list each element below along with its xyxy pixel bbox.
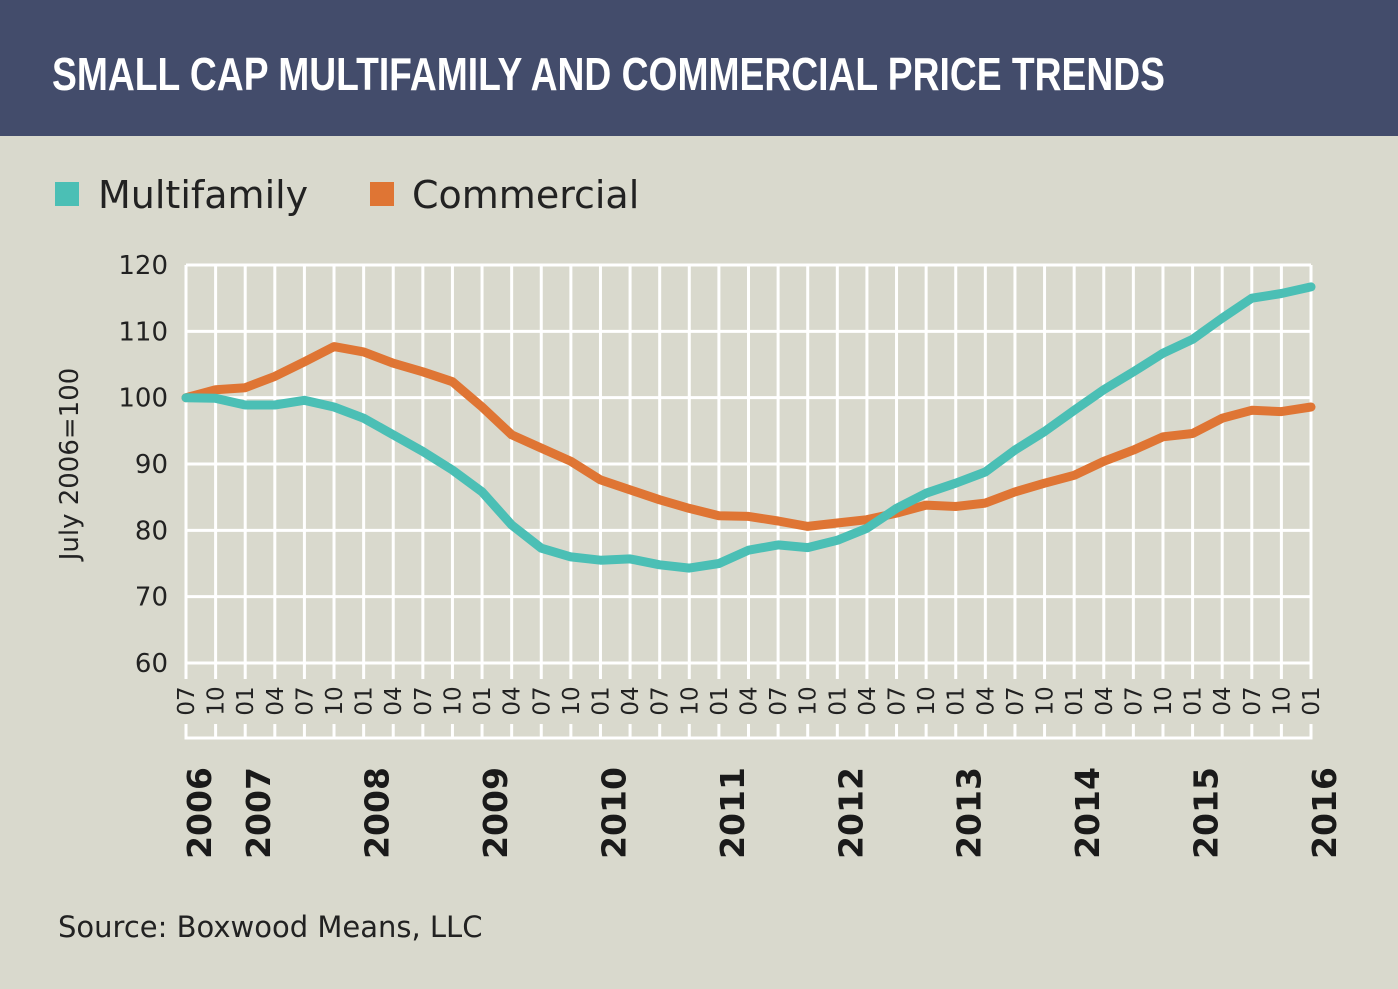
legend-label-commercial: Commercial [412, 173, 639, 217]
y-axis-label: July 2006=100 [55, 368, 85, 563]
x-tick-label: 04 [973, 686, 999, 715]
x-tick-label: 01 [1299, 686, 1325, 715]
legend: Multifamily Commercial [55, 173, 639, 217]
x-tick-label: 07 [1121, 686, 1147, 715]
x-tick-label: 04 [737, 686, 763, 715]
year-label: 2013 [950, 767, 989, 859]
year-label: 2007 [239, 767, 278, 859]
y-tick-labels: 60 70 80 90 100 110 120 [118, 251, 168, 679]
y-tick-label: 120 [118, 251, 168, 281]
x-tick-label: 07 [885, 686, 911, 715]
grid [184, 263, 1313, 740]
year-label: 2008 [358, 767, 397, 859]
x-tick-label: 04 [1210, 686, 1236, 715]
x-tick-label: 10 [1033, 686, 1059, 715]
x-tick-label: 04 [1092, 686, 1118, 715]
x-tick-labels: 07 10 01 04 07 10 01 04 07 10 01 04 07 10 01 04 07 10 01 04… [174, 686, 1325, 715]
x-tick-label: 01 [352, 686, 378, 715]
year-label: 2015 [1187, 767, 1226, 859]
legend-label-multifamily: Multifamily [98, 173, 308, 217]
year-label: 2010 [594, 767, 633, 859]
x-tick-label: 10 [914, 686, 940, 715]
legend-swatch-multifamily [55, 182, 79, 206]
x-tick-label: 01 [470, 686, 496, 715]
x-tick-label: 01 [1181, 686, 1207, 715]
x-tick-label: 07 [292, 686, 318, 715]
y-tick-label: 70 [135, 583, 168, 613]
x-tick-label: 10 [204, 686, 230, 715]
chart-title: SMALL CAP MULTIFAMILY AND COMMERCIAL PRI… [52, 48, 1165, 100]
x-tick-label: 10 [1269, 686, 1295, 715]
y-tick-label: 60 [135, 649, 168, 679]
legend-swatch-commercial [370, 182, 394, 206]
x-tick-label: 01 [944, 686, 970, 715]
x-tick-label: 07 [1003, 686, 1029, 715]
year-label: 2016 [1305, 767, 1344, 859]
year-labels: 2006 2007 2008 2009 2010 2011 2012 2013 2014 2015… [180, 767, 1344, 859]
x-tick-label: 10 [796, 686, 822, 715]
x-tick-label: 10 [559, 686, 585, 715]
x-tick-label: 01 [233, 686, 259, 715]
x-tick-label: 07 [648, 686, 674, 715]
year-label: 2009 [476, 767, 515, 859]
year-label: 2012 [831, 767, 870, 859]
y-tick-label: 80 [135, 516, 168, 546]
y-tick-label: 100 [118, 384, 168, 414]
year-label: 2006 [180, 767, 219, 859]
x-tick-label: 01 [1062, 686, 1088, 715]
x-tick-label: 10 [1151, 686, 1177, 715]
x-tick-label: 04 [855, 686, 881, 715]
y-tick-label: 90 [135, 450, 168, 480]
series-lines [181, 282, 1316, 573]
x-tick-label: 04 [618, 686, 644, 715]
year-label: 2011 [713, 767, 752, 859]
x-tick-label: 07 [529, 686, 555, 715]
x-tick-label: 10 [440, 686, 466, 715]
x-tick-label: 07 [766, 686, 792, 715]
x-tick-label: 01 [588, 686, 614, 715]
y-tick-label: 110 [118, 317, 168, 347]
x-tick-label: 01 [707, 686, 733, 715]
x-tick-label: 10 [677, 686, 703, 715]
header-band [0, 0, 1398, 136]
x-tick-label: 04 [500, 686, 526, 715]
year-label: 2014 [1068, 767, 1107, 859]
source-note: Source: Boxwood Means, LLC [58, 910, 482, 944]
x-tick-label: 01 [825, 686, 851, 715]
x-tick-label: 10 [322, 686, 348, 715]
x-tick-label: 04 [263, 686, 289, 715]
x-tick-label: 07 [174, 686, 200, 715]
x-tick-label: 07 [411, 686, 437, 715]
x-tick-label: 04 [381, 686, 407, 715]
x-tick-label: 07 [1240, 686, 1266, 715]
